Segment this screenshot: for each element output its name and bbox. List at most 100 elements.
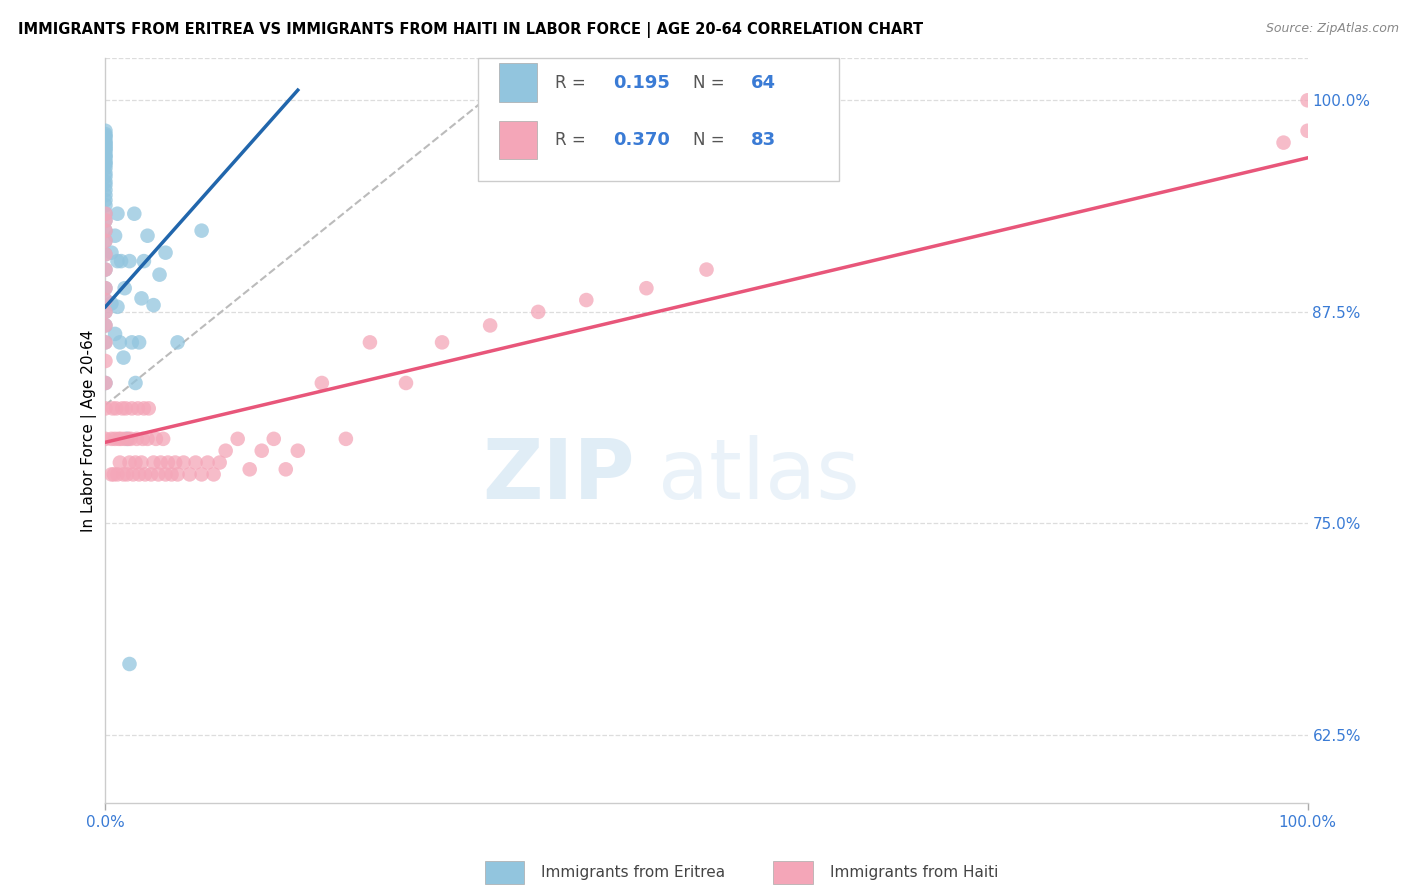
Y-axis label: In Labor Force | Age 20-64: In Labor Force | Age 20-64 [82, 329, 97, 532]
Point [94, 234, 117, 248]
Point [94, 354, 117, 368]
Point [118, 657, 141, 671]
Point [94, 376, 117, 390]
Point [173, 456, 195, 470]
Point [94, 207, 117, 221]
Point [101, 401, 124, 416]
Point [94, 262, 117, 277]
Point [94, 305, 117, 319]
Point [165, 456, 187, 470]
Point [118, 254, 141, 268]
Point [115, 401, 138, 416]
Point [132, 401, 155, 416]
Point [94, 144, 117, 158]
Point [166, 467, 188, 482]
Point [1272, 136, 1295, 150]
Point [114, 281, 136, 295]
Point [149, 456, 172, 470]
Point [155, 467, 177, 482]
Point [179, 467, 201, 482]
Point [94, 128, 117, 143]
Point [94, 175, 117, 189]
Point [132, 432, 155, 446]
Point [118, 456, 141, 470]
Point [430, 335, 453, 350]
Point [155, 245, 177, 260]
Bar [499, 63, 537, 102]
Point [239, 462, 262, 476]
Point [94, 224, 117, 238]
Point [138, 401, 160, 416]
Point [107, 432, 129, 446]
Text: R =: R = [555, 131, 591, 149]
Point [131, 456, 153, 470]
Point [94, 305, 117, 319]
Point [139, 467, 162, 482]
Text: Immigrants from Eritrea: Immigrants from Eritrea [541, 865, 725, 880]
Point [122, 467, 145, 482]
Point [107, 300, 129, 314]
Point [120, 432, 142, 446]
Point [125, 432, 148, 446]
Point [1296, 124, 1319, 138]
Point [166, 335, 188, 350]
Point [124, 376, 146, 390]
FancyBboxPatch shape [478, 58, 839, 181]
Point [94, 207, 117, 221]
Point [94, 281, 117, 295]
Point [94, 213, 117, 227]
Text: IMMIGRANTS FROM ERITREA VS IMMIGRANTS FROM HAITI IN LABOR FORCE | AGE 20-64 CORR: IMMIGRANTS FROM ERITREA VS IMMIGRANTS FR… [18, 22, 924, 38]
Point [142, 298, 165, 312]
Point [94, 158, 117, 172]
Point [152, 432, 174, 446]
Point [94, 335, 117, 350]
Point [131, 291, 153, 305]
Point [115, 432, 138, 446]
Point [128, 467, 150, 482]
Point [1296, 93, 1319, 107]
Point [100, 467, 122, 482]
Text: 0.195: 0.195 [613, 73, 669, 92]
Point [94, 147, 117, 161]
Point [94, 198, 117, 212]
Point [197, 456, 219, 470]
Point [226, 432, 249, 446]
Point [94, 247, 117, 261]
Point [107, 207, 129, 221]
Point [100, 296, 122, 310]
Text: atlas: atlas [658, 434, 860, 516]
Point [263, 432, 285, 446]
Bar [499, 120, 537, 160]
Point [311, 376, 333, 390]
Point [112, 351, 135, 365]
Point [148, 467, 170, 482]
Text: N =: N = [693, 73, 730, 92]
Point [94, 166, 117, 180]
Point [142, 456, 165, 470]
Point [94, 193, 117, 207]
Point [132, 254, 155, 268]
Text: Immigrants from Haiti: Immigrants from Haiti [830, 865, 998, 880]
Point [94, 432, 117, 446]
Point [107, 254, 129, 268]
Point [208, 456, 231, 470]
Point [94, 130, 117, 145]
Point [94, 183, 117, 197]
Point [696, 262, 718, 277]
Point [94, 281, 117, 295]
Point [94, 141, 117, 155]
Point [105, 401, 128, 416]
Point [110, 432, 132, 446]
Point [104, 326, 127, 341]
Point [111, 401, 134, 416]
Point [94, 134, 117, 148]
Point [160, 467, 183, 482]
Point [94, 335, 117, 350]
Point [121, 401, 143, 416]
Point [94, 318, 117, 333]
Point [190, 467, 212, 482]
Point [121, 335, 143, 350]
Point [108, 335, 131, 350]
Point [94, 293, 117, 307]
Text: 0.370: 0.370 [613, 131, 669, 149]
